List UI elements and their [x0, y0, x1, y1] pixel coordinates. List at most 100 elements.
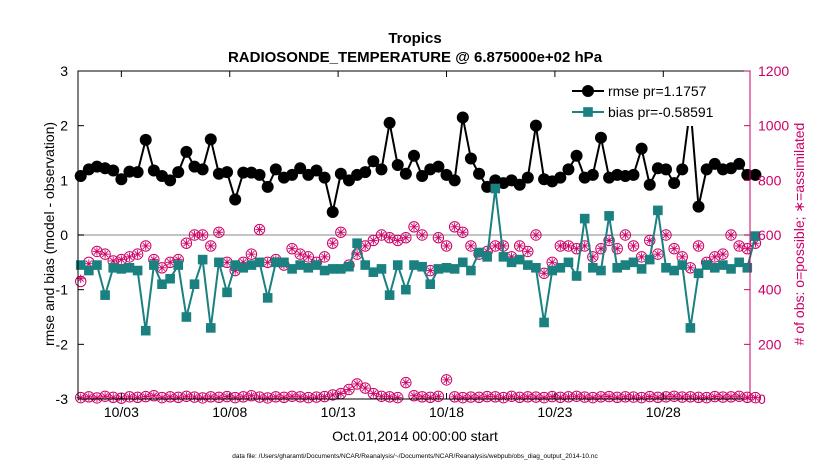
rmse-marker [594, 131, 607, 144]
assimilated_low-marker [312, 392, 321, 402]
rmse-marker [318, 171, 331, 184]
bias-marker [523, 260, 533, 270]
bias-marker [596, 265, 606, 276]
assimilated-marker [222, 258, 232, 267]
assimilated-marker [361, 241, 370, 251]
bias-marker [653, 205, 663, 216]
possible_low-marker [91, 392, 103, 404]
possible_low-marker [457, 391, 469, 404]
possible_low-marker [310, 391, 323, 403]
x-axis-label: Oct.01,2014 00:00:00 start [332, 428, 498, 444]
bias-marker [441, 263, 452, 273]
x-tick-label: 10/18 [429, 404, 464, 420]
assimilated_low-marker [515, 393, 524, 402]
possible-marker [213, 226, 225, 238]
possible_low-marker [570, 390, 583, 402]
y-tick-label: 2 [60, 118, 68, 134]
assimilated-marker [100, 249, 110, 259]
bias-marker [498, 252, 509, 262]
bias-marker [92, 260, 102, 270]
assimilated-marker [328, 239, 337, 248]
assimilated_low-marker [686, 392, 695, 402]
possible_low-marker [180, 390, 193, 402]
possible_low-marker [733, 390, 745, 402]
rmse-marker [676, 163, 689, 176]
bias-marker [571, 271, 582, 281]
rmse-marker [668, 177, 681, 190]
assimilated_low-marker [174, 393, 183, 402]
assimilated_low-marker [621, 392, 630, 402]
bias-marker [344, 261, 354, 272]
series-lines-layer [74, 100, 762, 336]
possible_low-marker [497, 391, 510, 404]
rmse-marker [253, 168, 266, 181]
assimilated_low-marker [369, 389, 378, 398]
bias-marker [279, 257, 289, 268]
possible-marker [367, 234, 380, 247]
y2-tick-label: 1000 [758, 118, 789, 134]
rmse-marker [115, 173, 128, 186]
rmse-marker [399, 167, 412, 180]
possible_low-marker [123, 391, 136, 403]
assimilated-marker [157, 263, 167, 272]
y-tick-label: 1 [60, 172, 68, 188]
possible-marker [416, 229, 428, 241]
rmse-marker [416, 169, 429, 182]
assimilated_low-marker [385, 392, 394, 402]
possible_low-marker [286, 390, 298, 402]
assimilated_low-marker [304, 393, 313, 402]
assimilated-marker [417, 230, 427, 240]
assimilated_low-marker [523, 392, 533, 402]
possible_low-marker [383, 391, 396, 403]
bias-marker [222, 287, 232, 298]
assimilated-marker [165, 258, 175, 267]
assimilated_low-marker [263, 393, 272, 403]
possible_low-marker [99, 390, 111, 402]
y-axis-label: rmse and bias (model - observation) [41, 122, 57, 346]
bias-marker [661, 263, 671, 273]
rmse-marker [448, 174, 461, 187]
bias-marker [579, 213, 590, 224]
y2-tick-label: 0 [758, 391, 766, 407]
assimilated_low-marker [588, 393, 598, 402]
possible_low-marker [245, 390, 258, 402]
y2-tick-label: 1200 [758, 63, 789, 79]
assimilated-marker [458, 228, 467, 237]
possible-marker [644, 234, 656, 247]
bias-marker [360, 260, 371, 270]
possible_low-marker [587, 391, 599, 404]
assimilated_low-marker [328, 390, 337, 400]
possible_low-marker [668, 390, 680, 402]
assimilated-marker [255, 225, 264, 234]
possible-marker [725, 229, 737, 241]
assimilated-marker [629, 241, 638, 251]
possible-marker [140, 240, 152, 252]
possible-marker [465, 240, 477, 252]
possible-marker [595, 242, 607, 255]
y-tick-label: -1 [56, 282, 69, 298]
rmse-marker [586, 168, 599, 181]
possible_low-marker [538, 391, 550, 404]
rmse-marker [310, 164, 323, 177]
possible-marker [522, 245, 534, 258]
bias-marker [230, 260, 240, 270]
rmse-marker [221, 166, 234, 179]
bias-marker [563, 257, 574, 268]
possible-marker [318, 251, 331, 263]
possible_low-marker [294, 391, 306, 403]
bias-marker [612, 263, 623, 273]
assimilated_low-marker [344, 385, 354, 394]
bias-marker [214, 257, 224, 268]
rmse-marker [554, 171, 567, 184]
assimilated_low-marker [149, 391, 159, 400]
bias-marker [246, 260, 257, 270]
y2-tick-label: 600 [758, 227, 782, 243]
bias-marker [417, 261, 427, 272]
assimilated_low-marker [539, 393, 549, 402]
assimilated-marker [653, 249, 663, 259]
bias-marker [466, 265, 476, 276]
assimilated_low-marker [92, 393, 102, 403]
bias-marker [482, 252, 492, 262]
rmse-marker [334, 167, 347, 180]
rmse-marker [294, 162, 307, 175]
